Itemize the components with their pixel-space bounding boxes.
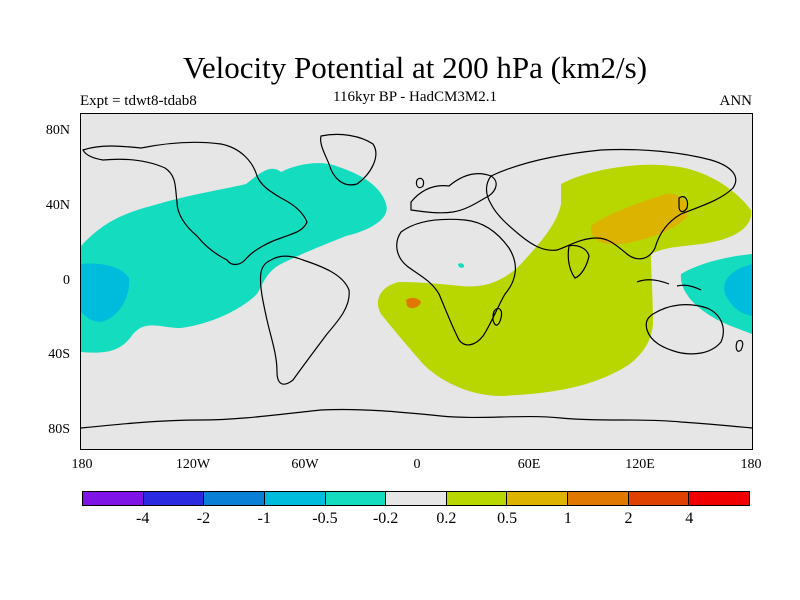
- lon-label-180e: 180: [740, 457, 762, 472]
- colorbar-label: 0.5: [497, 510, 518, 527]
- experiment-label: Expt = tdwt8-tdab8: [80, 93, 197, 109]
- lat-label-40s: 40S: [48, 347, 70, 362]
- map-subtitle: 116kyr BP - HadCM3M2.1: [333, 89, 497, 105]
- coastlines: [81, 133, 752, 429]
- negative-region-atlantic: [81, 163, 387, 353]
- season-label: ANN: [719, 93, 753, 109]
- map-panel: [80, 113, 753, 450]
- colorbar-box: [568, 492, 629, 505]
- colorbar-label: -0.5: [312, 510, 338, 527]
- lat-label-80s: 80S: [48, 422, 70, 437]
- lat-label-40n: 40N: [45, 198, 70, 213]
- colorbar-box: [325, 492, 387, 505]
- lon-label-120w: 120W: [175, 457, 211, 472]
- peak-positive-region: [406, 297, 421, 309]
- colorbar-label: 1: [563, 510, 572, 527]
- colorbar-box: [689, 492, 750, 505]
- lat-label-80n: 80N: [45, 123, 70, 138]
- lon-label-60w: 60W: [291, 457, 319, 472]
- lon-label-0: 0: [413, 457, 421, 472]
- lon-label-180w: 180: [71, 457, 93, 472]
- lat-label-0: 0: [63, 273, 70, 288]
- colorbar-label: 0.2: [436, 510, 457, 527]
- colorbar-label: -1: [257, 510, 271, 527]
- strong-positive-region: [590, 193, 689, 245]
- positive-region-patch: [458, 263, 465, 268]
- colorbar-box: [143, 492, 205, 505]
- map-title: Velocity Potential at 200 hPa (km2/s): [182, 50, 648, 85]
- colorbar-label: -0.2: [372, 510, 399, 527]
- colorbar-box: [386, 492, 447, 505]
- colorbar-box: [83, 492, 144, 505]
- lon-label-120e: 120E: [625, 457, 655, 472]
- world-map: [81, 133, 752, 429]
- colorbar-label: 2: [624, 510, 633, 527]
- lon-label-60e: 60E: [517, 457, 541, 472]
- colorbar-label: 4: [685, 510, 694, 527]
- colorbar-box: [204, 492, 265, 505]
- colorbar-box: [264, 492, 326, 505]
- colorbar-box: [507, 492, 569, 505]
- negative-region-pacific-east: [81, 263, 130, 322]
- colorbar-box: [446, 492, 508, 505]
- colorbar-box: [628, 492, 690, 505]
- colorbar-label: -2: [196, 510, 211, 527]
- negative-region-west-pacific-core: [724, 264, 752, 316]
- colorbar-label: -4: [136, 510, 150, 527]
- colorbar: [82, 491, 750, 506]
